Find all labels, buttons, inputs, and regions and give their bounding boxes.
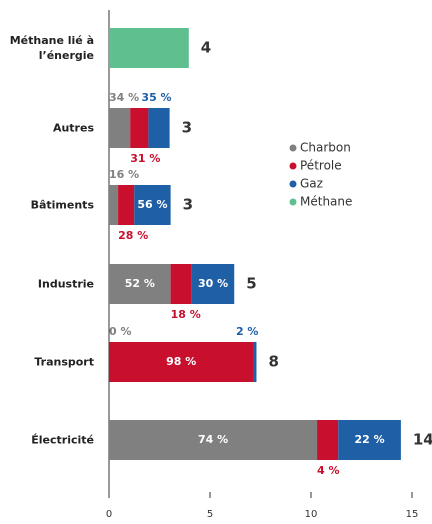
legend-label: Gaz [300,177,323,191]
category-label: Industrie [37,277,94,291]
category-label: Transport [34,355,94,369]
value-label: 18 % [171,308,201,321]
total-label: 14 [413,431,432,449]
x-tick-label: 0 [106,509,112,520]
legend-marker [289,162,297,170]
legend-label: Charbon [300,141,351,155]
value-label: 30 % [198,277,228,290]
x-tick-label: 10 [305,509,318,520]
total-label: 3 [183,196,193,214]
x-tick-label: 5 [207,509,213,520]
bar-segment [109,28,189,68]
bar-segment [109,420,318,460]
value-label: 2 % [236,325,259,338]
value-label: 35 % [141,91,171,104]
bar-segment [109,264,171,304]
value-label: 74 % [198,433,228,446]
value-label: 16 % [109,168,139,181]
total-label: 3 [182,119,192,137]
legend-label: Méthane [300,195,352,209]
x-tick-label: 15 [406,509,419,520]
value-label: 34 % [109,91,139,104]
category-label: Bâtiments [30,198,94,212]
bar-segment [118,185,135,225]
bar-segment [109,185,119,225]
bar-segment [130,108,149,148]
legend-label: Pétrole [300,159,342,173]
bar-segment [338,420,401,460]
bar-segment [191,264,235,304]
category-label: Méthane lié à l’énergie [9,34,94,62]
bar-segment [134,185,171,225]
value-label: 22 % [354,433,384,446]
value-label: 4 % [317,464,340,477]
value-label: 0 % [109,325,132,338]
bar-segment [170,264,192,304]
bar-segment [109,342,254,382]
legend-marker [289,198,297,206]
bar-segment [148,108,170,148]
value-label: 52 % [125,277,155,290]
bar-segment [109,108,131,148]
total-label: 4 [201,39,211,57]
legend-marker [289,180,297,188]
bar-segment [317,420,339,460]
value-label: 28 % [118,229,148,242]
category-label: Électricité [31,433,94,447]
value-label: 56 % [137,198,167,211]
total-label: 8 [268,353,278,371]
value-label: 31 % [130,152,160,165]
legend-marker [289,144,297,152]
bar-segment [253,342,257,382]
category-label: Autres [52,121,94,135]
value-label: 98 % [166,355,196,368]
total-label: 5 [246,275,256,293]
